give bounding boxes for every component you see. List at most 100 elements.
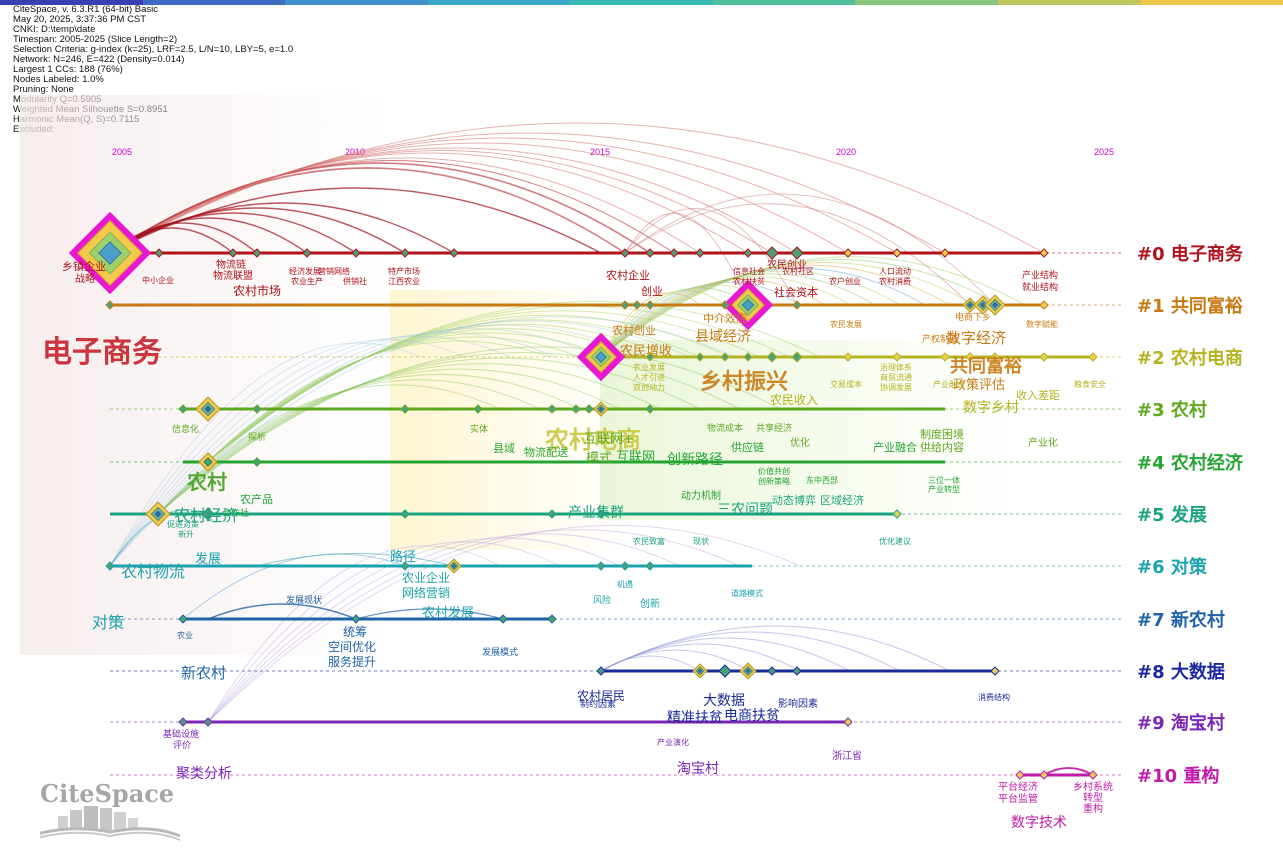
node-diamond[interactable] [302,248,312,258]
node-diamond[interactable] [228,248,238,258]
node-diamond[interactable] [1015,770,1025,780]
term-label[interactable]: 创新 [640,597,660,610]
term-label[interactable]: 发展现状 [286,594,322,606]
term-label[interactable]: 中小企业 [142,275,174,285]
node-diamond[interactable] [105,300,115,310]
term-label[interactable]: 优化 [790,436,810,449]
node-diamond[interactable] [892,248,902,258]
term-label[interactable]: 农村发展 [422,605,474,621]
node-diamond[interactable] [697,668,703,674]
node-diamond[interactable] [351,248,361,258]
term-label[interactable]: 农村经济 [174,506,238,525]
term-label[interactable]: 粮食安全 [1074,379,1106,389]
node-diamond[interactable] [252,404,262,414]
term-label[interactable]: 乡村振兴 [700,369,788,395]
node-diamond[interactable] [892,509,902,519]
node-diamond[interactable] [792,300,802,310]
term-label[interactable]: 营销网络 [318,266,350,276]
node-diamond[interactable] [598,406,604,412]
node-diamond[interactable] [596,666,606,676]
node-diamond[interactable] [632,300,642,310]
node-diamond[interactable] [991,301,999,309]
term-label[interactable]: 农业生产 [291,276,323,286]
node-diamond[interactable] [596,561,606,571]
term-label[interactable]: 物流链 [216,258,246,271]
node-diamond[interactable] [843,717,853,727]
node-diamond[interactable] [620,248,630,258]
node-diamond[interactable] [203,717,213,727]
term-label[interactable]: 农产品 [240,492,273,506]
term-label[interactable]: 产权制度 [922,333,958,345]
node-diamond[interactable] [547,509,557,519]
term-label[interactable]: 优化建议 [879,536,911,546]
term-label[interactable]: 实体 [470,423,488,435]
cluster-label-5[interactable]: #5 发展 [1137,504,1208,526]
node-diamond[interactable] [203,457,213,467]
node-diamond[interactable] [791,351,803,363]
term-label[interactable]: 战略 [75,272,95,285]
term-label[interactable]: 产业演化 [657,737,689,747]
node-diamond[interactable] [743,248,753,258]
node-diamond[interactable] [571,404,581,414]
term-label[interactable]: 就业结构 [1022,281,1058,293]
term-label[interactable]: 产业融合 [933,379,965,389]
term-label[interactable]: 对策 [92,613,124,632]
term-label[interactable]: 信息社会 [733,266,765,276]
term-label[interactable]: 农民增收 [620,344,672,359]
term-label[interactable]: 人才引进 [633,372,665,382]
node-diamond[interactable] [98,241,122,265]
node-diamond[interactable] [252,248,262,258]
node-diamond[interactable] [645,404,655,414]
cluster-label-9[interactable]: #9 淘宝村 [1137,712,1225,734]
term-label[interactable]: 道路模式 [731,588,763,598]
node-diamond[interactable] [400,561,410,571]
node-diamond[interactable] [990,666,1000,676]
term-label[interactable]: 供给内容 [920,440,964,454]
term-label[interactable]: 收入差距 [1016,388,1060,402]
term-label[interactable]: 农村扶贫 [733,276,765,286]
term-label[interactable]: 新升 [178,529,194,539]
term-label[interactable]: 路径 [390,549,416,565]
node-diamond[interactable] [980,302,986,308]
term-label[interactable]: 发展模式 [482,646,518,658]
node-diamond[interactable] [940,352,950,362]
node-diamond[interactable] [68,211,152,295]
term-label[interactable]: 产业结构 [1022,269,1058,281]
term-label[interactable]: 农民致富 [633,536,665,546]
term-label[interactable]: 数字经济 [946,329,1006,347]
node-diamond[interactable] [695,248,705,258]
node-diamond[interactable] [178,717,188,727]
term-label[interactable]: 农民创业 [767,258,807,271]
node-diamond[interactable] [1039,300,1049,310]
term-label[interactable]: 创业 [641,285,663,298]
term-label[interactable]: 机遇 [617,579,633,589]
term-label[interactable]: 商贸流通 [880,372,912,382]
term-label[interactable]: 产业转型 [928,484,960,494]
term-label[interactable]: 创新路径 [667,452,723,468]
term-label[interactable]: 产业化 [1028,436,1058,449]
term-label[interactable]: 农村居民 [577,689,625,703]
node-diamond[interactable] [400,404,410,414]
term-label[interactable]: 中介效应 [703,311,747,325]
cluster-label-10[interactable]: #10 重构 [1137,765,1219,787]
node-diamond[interactable] [451,563,457,569]
node-diamond[interactable] [154,248,164,258]
term-label[interactable]: 统筹 [343,625,367,639]
node-diamond[interactable] [201,507,215,521]
term-label[interactable]: 江西农业 [388,276,420,286]
node-diamond[interactable] [967,302,973,308]
node-diamond[interactable] [498,614,508,624]
node-diamond[interactable] [595,351,607,363]
term-label[interactable]: 动态博弈 [772,493,816,507]
term-label[interactable]: 产业融合 [873,440,917,454]
term-label[interactable]: 数字技术 [1011,815,1067,831]
term-label[interactable]: 交易成本 [830,379,862,389]
term-label[interactable]: 服务提升 [328,654,376,669]
cluster-label-7[interactable]: #7 新农村 [1137,609,1225,631]
term-label[interactable]: 农村电商 [544,425,641,454]
node-diamond[interactable] [843,352,853,362]
term-label[interactable]: 双创动力 [633,382,665,392]
term-label[interactable]: 模式 [586,451,612,466]
node-diamond[interactable] [722,279,774,331]
node-diamond[interactable] [400,509,410,519]
